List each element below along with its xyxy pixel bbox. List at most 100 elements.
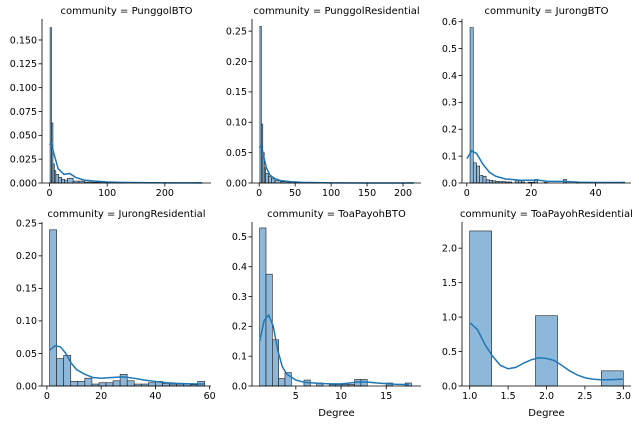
x-tick-label: 10 (335, 391, 347, 402)
y-tick-label: 0.4 (232, 262, 247, 273)
histogram-bar (259, 227, 267, 387)
y-tick-label: 0.2 (232, 322, 247, 333)
kde-curve (469, 322, 624, 381)
y-tick-label: 0.15 (16, 284, 37, 295)
histogram-bar (485, 179, 490, 184)
y-tick-label: 0.00 (16, 381, 37, 392)
x-tick-label: 0 (44, 391, 50, 402)
histogram-bar (482, 175, 487, 184)
y-tick-label: 0.3 (232, 292, 247, 303)
histogram-bar (476, 165, 481, 184)
y-tick-label: 0.0 (232, 381, 247, 392)
panel-1: 0.000 0.025 0.050 0.075 0.100 0.125 0.150 0 100 2… (10, 6, 211, 199)
x-tick-label: 1.0 (462, 391, 477, 402)
histogram-bar (56, 358, 65, 387)
x-tick-label: 40 (590, 188, 602, 199)
y-tick-label: 0.15 (226, 87, 247, 98)
panel-title: community = ToaPayohBTO (267, 209, 406, 220)
y-tick-label: 0.050 (10, 131, 37, 142)
y-tick-label: 0.5 (442, 44, 457, 55)
histogram-bar (112, 380, 121, 387)
x-tick-label: 20 (525, 188, 537, 199)
y-tick-label: 0.1 (442, 151, 457, 162)
x-tick-label: 40 (149, 391, 161, 402)
x-tick-label: 20 (95, 391, 107, 402)
histogram-bar (105, 382, 114, 387)
x-tick-label: 0 (46, 188, 52, 199)
y-tick-label: 0.20 (226, 57, 247, 68)
y-tick-label: 0.10 (226, 118, 247, 129)
panel-title: community = JurongBTO (485, 6, 609, 17)
histogram-bar (119, 373, 128, 387)
x-tick-label: 150 (358, 188, 376, 199)
panel-title: community = PunggolResidential (253, 6, 419, 17)
histogram-bar (49, 229, 57, 387)
histogram-bar (265, 273, 273, 387)
y-tick-label: 1.5 (442, 278, 457, 289)
panel-title: community = ToaPayohResidential (460, 209, 633, 220)
y-tick-label: 0.125 (10, 59, 37, 70)
histogram-bar (265, 172, 269, 184)
panel-4: 0.00 0.05 0.10 0.15 0.20 0.25 0 20 40 60 community… (16, 209, 216, 402)
histogram-bar (271, 178, 276, 184)
histogram-bar (98, 382, 107, 387)
y-tick-label: 0.05 (226, 148, 247, 159)
histogram-bar (469, 27, 474, 184)
histogram-bar (469, 230, 492, 387)
x-tick-label: 100 (322, 188, 340, 199)
y-tick-label: 0.1 (232, 351, 247, 362)
y-tick-label: 0.075 (10, 107, 37, 118)
y-tick-label: 0.20 (16, 251, 37, 262)
histogram-bar (64, 179, 68, 184)
histogram-bar (84, 377, 93, 387)
y-tick-label: 0.25 (226, 26, 247, 37)
y-tick-label: 0.10 (16, 316, 37, 327)
x-axis-label: Degree (318, 408, 354, 419)
kde-curve (49, 344, 205, 385)
panel-3: 0.0 0.1 0.2 0.3 0.4 0.5 0.6 0 20 40 community = Ju… (442, 6, 631, 199)
y-tick-label: 2.0 (442, 243, 457, 254)
y-tick-label: 0.05 (16, 349, 37, 360)
x-axis-label: Degree (528, 408, 564, 419)
histogram-bar (77, 381, 86, 387)
x-tick-label: 60 (204, 391, 216, 402)
panel-2: 0.00 0.05 0.10 0.15 0.20 0.25 0 50 100 150 200 comm… (226, 6, 421, 199)
histogram-bar (148, 382, 156, 387)
y-tick-label: 0.0 (442, 178, 457, 189)
kde-curve (258, 313, 409, 386)
histogram-bar (489, 180, 493, 184)
panel-title: community = JurongResidential (47, 209, 205, 220)
histogram-bar (268, 176, 272, 184)
y-tick-label: 0.25 (16, 219, 37, 230)
histogram-bar (67, 177, 74, 184)
histogram-bar (55, 174, 60, 184)
histogram-bar (472, 162, 477, 184)
histogram-bar (479, 175, 484, 184)
y-tick-label: 0.100 (10, 83, 37, 94)
y-tick-label: 0.025 (10, 154, 37, 165)
x-tick-label: 1.5 (501, 391, 516, 402)
panel-5: 0.0 0.1 0.2 0.3 0.4 0.5 5 10 15 community = ToaPa… (232, 209, 421, 419)
histogram-bar (126, 380, 135, 387)
x-tick-label: 5 (293, 391, 299, 402)
histogram-bar (58, 176, 62, 184)
kde-curve (466, 149, 625, 184)
panel-6: 0.0 0.5 1.0 1.5 2.0 1.0 1.5 2.0 2.5 3.0 community … (442, 209, 633, 419)
x-tick-label: 2.0 (539, 391, 554, 402)
y-tick-label: 0.6 (442, 17, 457, 28)
x-tick-label: 3.0 (616, 391, 631, 402)
y-tick-label: 0.5 (442, 347, 457, 358)
y-tick-label: 0.0 (442, 381, 457, 392)
histogram-bar (601, 370, 624, 387)
x-tick-label: 15 (380, 391, 392, 402)
kde-curve (258, 143, 414, 184)
x-tick-label: 100 (98, 188, 116, 199)
y-tick-label: 0.5 (232, 232, 247, 243)
y-tick-label: 1.0 (442, 312, 457, 323)
y-tick-label: 0.00 (226, 178, 247, 189)
x-tick-label: 200 (394, 188, 412, 199)
histogram-bar (535, 315, 558, 387)
y-tick-label: 0.2 (442, 125, 457, 136)
x-tick-label: 50 (289, 188, 301, 199)
